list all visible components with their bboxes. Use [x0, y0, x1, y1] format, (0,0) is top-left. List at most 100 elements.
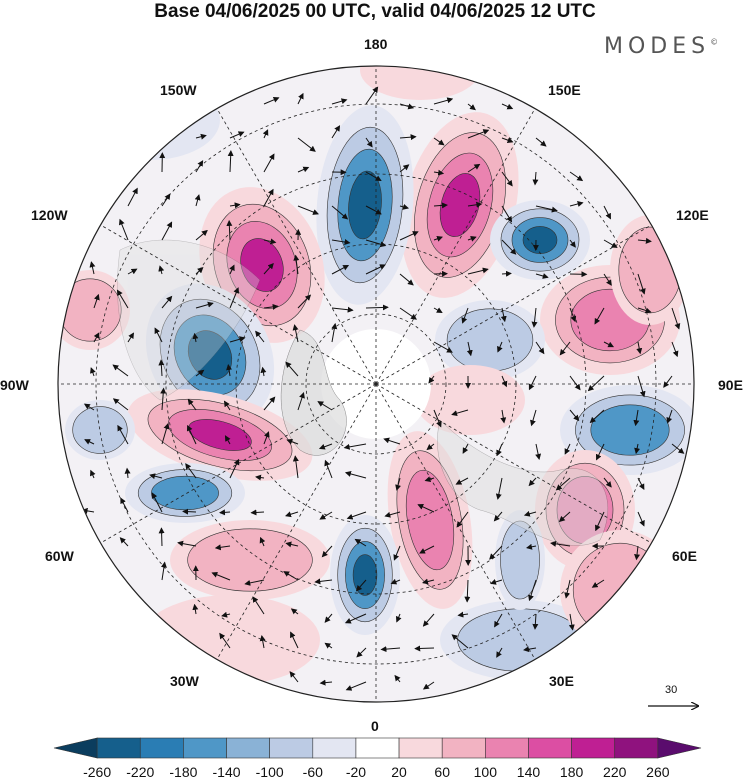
wind-arrow [399, 164, 410, 173]
wind-arrow [195, 301, 214, 309]
lon-label-150e: 150E [548, 82, 581, 98]
wind-arrow [523, 646, 537, 653]
lon-label-0: 0 [371, 718, 379, 734]
wind-arrow [531, 307, 538, 328]
lon-label-90e: 90E [718, 377, 743, 393]
wind-arrow [255, 474, 265, 481]
colorbar-tick-label: 140 [517, 764, 541, 780]
wind-arrow [433, 97, 454, 105]
wind-arrow [292, 455, 299, 479]
colorbar-tick-label: -20 [346, 764, 366, 780]
wind-arrow [160, 387, 167, 411]
wind-arrow [365, 171, 382, 182]
latitude-circle [95, 103, 657, 665]
wind-arrow [319, 679, 333, 686]
wind-arrow [633, 409, 640, 427]
wind-arrow [663, 375, 673, 388]
wind-arrow [112, 398, 129, 411]
wind-arrow [229, 336, 246, 343]
wind-arrow [195, 160, 204, 173]
wind-arrow [636, 341, 643, 355]
wind-arrow [331, 98, 348, 105]
wind-arrow [195, 133, 207, 140]
wind-arrow [119, 537, 129, 547]
wind-arrow [399, 307, 417, 320]
colorbar-cell [485, 737, 529, 759]
wind-arrow [558, 511, 571, 523]
anomaly-contour [572, 542, 668, 638]
modes-logo: MODES© [604, 34, 718, 59]
wind-arrow [433, 307, 443, 314]
wind-arrow [317, 401, 333, 411]
wind-arrow [603, 273, 612, 286]
anomaly-contour [360, 66, 480, 100]
colorbar-tick-label: -220 [126, 764, 154, 780]
wind-arrow [319, 511, 333, 520]
colorbar-tick-label: -140 [213, 764, 241, 780]
wind-vectors [81, 86, 685, 691]
wind-arrow [666, 409, 673, 424]
wind-arrow [569, 375, 581, 391]
wind-arrow [383, 437, 401, 445]
wind-arrow [451, 634, 469, 649]
lon-label-90w: 90W [0, 377, 29, 393]
colorbar-cell [657, 737, 702, 759]
anomaly-contour [140, 595, 320, 685]
wind-arrow [501, 375, 508, 388]
wind-arrow [433, 235, 443, 242]
wind-arrow [637, 237, 652, 244]
wind-arrow [289, 671, 299, 683]
wind-arrow [399, 134, 417, 141]
wind-arrow [494, 613, 503, 628]
wind-arrow [637, 307, 652, 314]
meridian-line [216, 383, 377, 660]
brand-mark: © [710, 37, 719, 47]
anomaly-contour [446, 308, 534, 372]
wind-arrow [161, 422, 170, 445]
wind-arrow [158, 359, 165, 377]
wind-arrow [219, 509, 231, 516]
wind-arrow [93, 293, 100, 309]
wind-arrow [467, 129, 490, 139]
wind-arrow [399, 203, 410, 210]
wind-arrow [461, 307, 469, 324]
wind-arrow [297, 137, 316, 152]
lon-label-60e: 60E [672, 548, 697, 564]
colorbar-tick-label: -180 [169, 764, 197, 780]
lon-label-180: 180 [364, 36, 388, 52]
wind-arrow [286, 438, 299, 445]
wind-arrow [569, 409, 580, 422]
wind-arrow [496, 647, 503, 658]
wind-arrow [419, 545, 435, 554]
lon-label-120w: 120W [31, 207, 68, 223]
wind-arrow [285, 361, 299, 377]
lon-label-30e: 30E [549, 673, 574, 689]
wind-arrow [501, 103, 514, 110]
colorbar-tick-label: -60 [303, 764, 323, 780]
wind-arrow [456, 511, 469, 528]
lon-label-120e: 120E [676, 207, 709, 223]
anomaly-contour [500, 520, 540, 600]
wind-arrow [530, 409, 537, 427]
wind-arrow [285, 541, 299, 548]
colorbar-tick-label: 60 [434, 764, 450, 780]
colorbar-tick-label: 260 [646, 764, 670, 780]
wind-arrow [195, 229, 208, 241]
wind-arrow [671, 307, 681, 330]
colorbar-tick-label: 180 [560, 764, 584, 780]
colorbar-cell [528, 737, 572, 759]
wind-arrow [90, 469, 96, 479]
meridian-line [100, 224, 377, 385]
wind-arrow [467, 267, 489, 275]
wind-arrow [161, 221, 173, 241]
wind-arrow [384, 511, 401, 518]
wind-arrow [331, 306, 354, 313]
anomaly-contour [187, 528, 313, 592]
wind-arrow [500, 307, 507, 323]
wind-arrow [495, 477, 503, 500]
wind-arrow [603, 205, 611, 220]
anomaly-contour [618, 226, 682, 314]
wind-arrow [603, 477, 612, 488]
wind-arrow [528, 579, 537, 602]
wind-arrow [637, 477, 645, 490]
